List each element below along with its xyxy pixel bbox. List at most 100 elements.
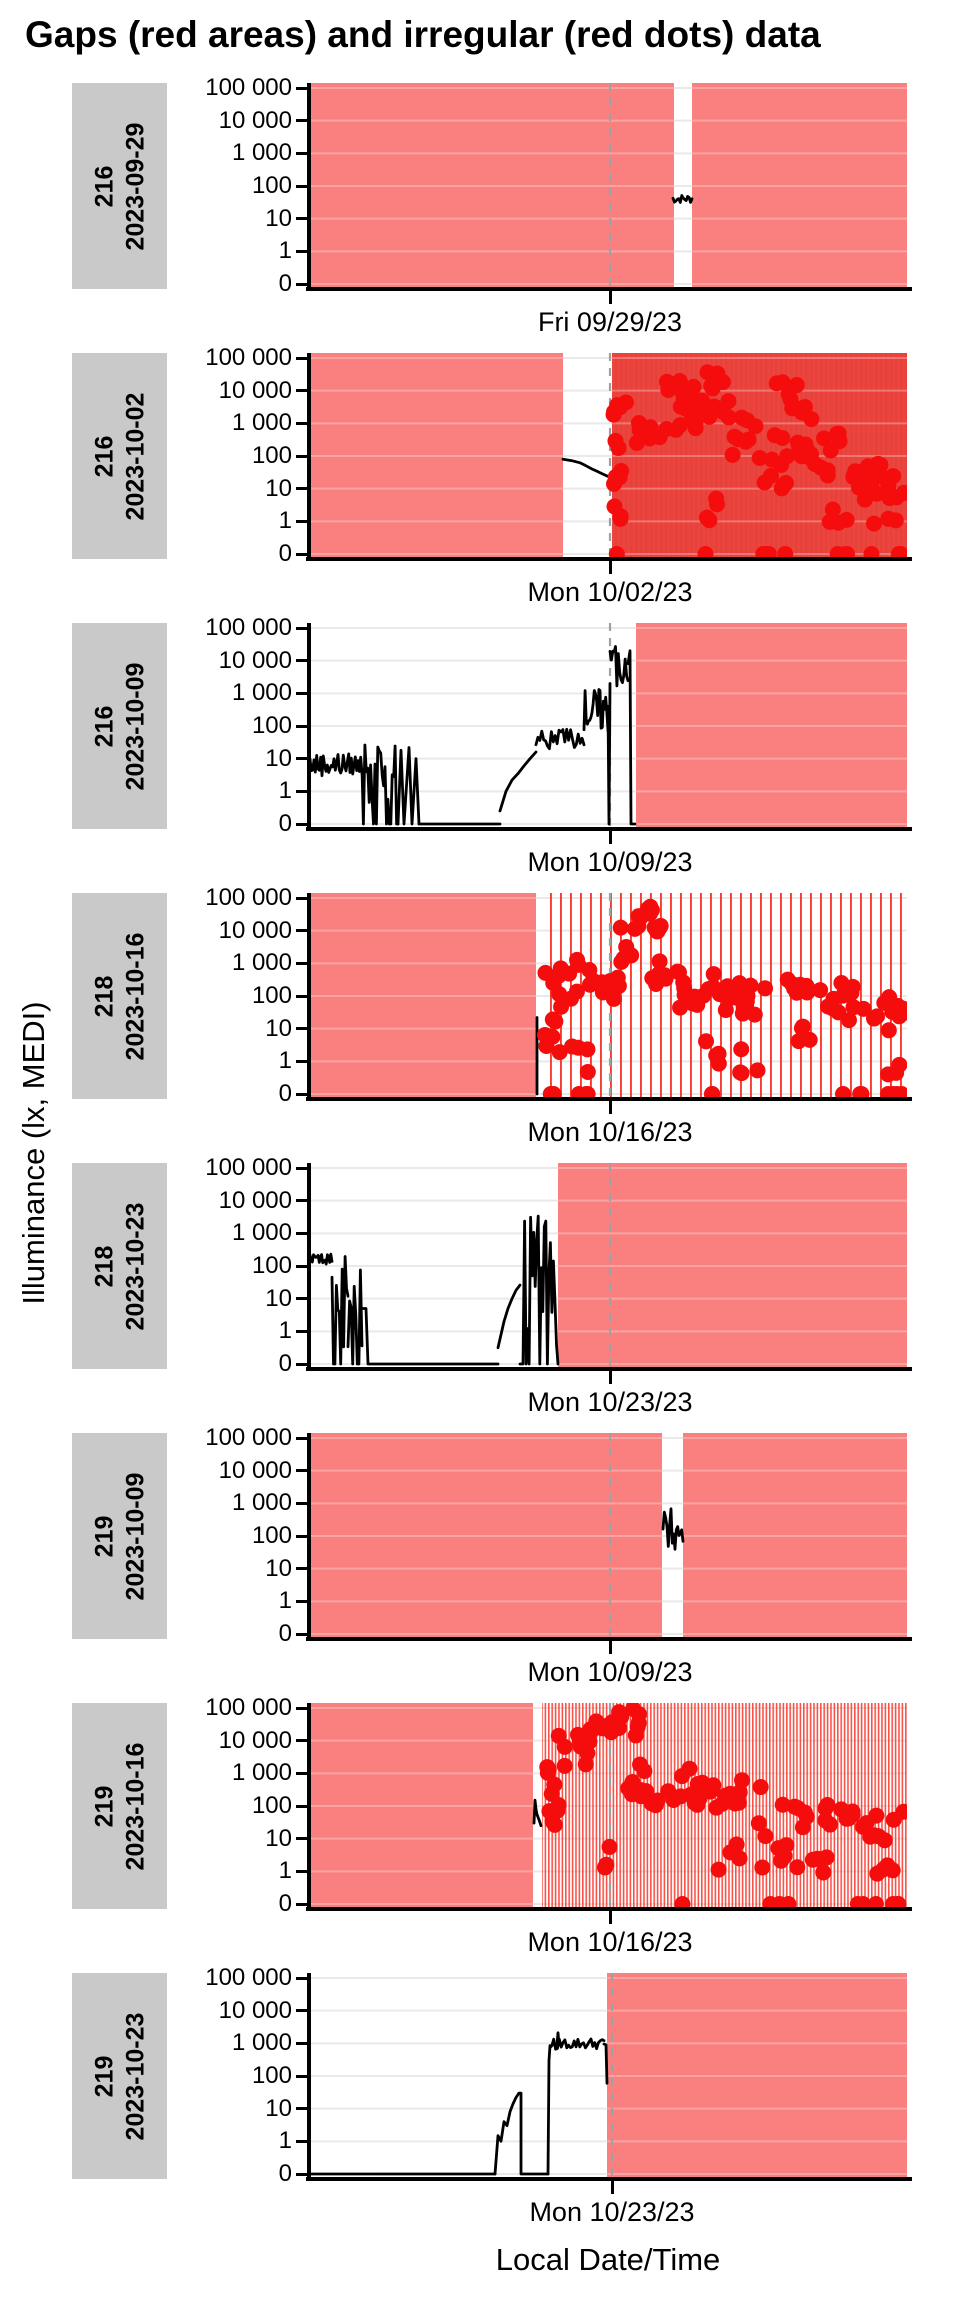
irregular-dot [797,398,814,415]
y-tick-label: 0 [278,1350,292,1377]
irregular-dot [694,392,711,409]
y-tick-label: 1 000 [231,409,292,437]
y-tick-mark [296,151,310,155]
y-tick-mark [296,1706,310,1710]
y-tick-label: 10 000 [218,106,292,134]
irregular-dot [547,1013,564,1030]
y-axis-line [307,623,311,831]
irregular-dot [844,1803,861,1820]
illuminance-line [360,1307,500,1366]
y-tick-label: 10 000 [218,1726,292,1754]
y-tick-label: 0 [278,270,292,297]
y-tick-label: 100 000 [205,1154,292,1181]
y-tick-label: 100 000 [205,344,292,371]
irregular-dot [798,977,815,994]
gap-area [310,1433,662,1639]
x-tick-mark [609,1641,612,1654]
facet-strip-label: 216 2023-10-02 [72,353,167,559]
y-tick-mark [296,1501,310,1505]
y-tick-mark [296,896,310,900]
facet-strip-label: 219 2023-10-16 [72,1703,167,1909]
y-tick-mark [296,1869,310,1873]
irregular-dot [885,1896,902,1909]
y-tick-mark [296,1059,310,1063]
x-axis-line [306,827,912,831]
irregular-dot [790,1800,807,1817]
irregular-dot [733,1041,750,1058]
y-tick-mark [296,1771,310,1775]
irregular-dot [579,1063,596,1080]
y-tick-label: 10 000 [218,916,292,944]
x-axis-tick-label: Fri 09/29/23 [537,307,683,337]
y-tick-mark [296,1534,310,1538]
irregular-dot [660,382,677,399]
irregular-dot [762,467,779,484]
irregular-dot [697,546,714,559]
facet-plot-area [310,353,907,559]
y-tick-label: 10 [265,474,292,502]
y-axis-line [307,1703,311,1911]
illuminance-line [498,750,538,813]
illuminance-line [493,2091,550,2176]
y-tick-label: 0 [278,1080,292,1107]
illuminance-line [534,727,586,751]
irregular-dot [742,977,759,994]
y-tick-mark [296,389,310,393]
irregular-dot [837,546,854,559]
irregular-dot [649,1792,666,1809]
gap-area [310,893,536,1099]
irregular-dot [754,1859,771,1876]
gap-area [558,1163,907,1369]
irregular-dot [884,1086,901,1099]
irregular-dot [579,1086,596,1099]
irregular-dot [671,373,688,390]
irregular-dot [689,996,706,1013]
irregular-dot [617,394,634,411]
irregular-dot [598,1856,615,1873]
y-tick-mark [296,487,310,491]
strip-participant-id: 219 [89,1785,118,1827]
y-tick-mark [296,1976,310,1980]
irregular-dot [777,475,794,492]
irregular-dot [804,1851,821,1868]
irregular-dot [608,546,625,559]
strip-participant-id: 216 [89,435,118,477]
facet-plot-area [310,83,907,289]
y-tick-label: 1 [278,1587,292,1615]
irregular-dot [880,510,897,527]
illuminance-line [602,2042,609,2085]
irregular-dot [703,366,720,383]
irregular-dot [570,1039,587,1056]
illuminance-line [496,1283,522,1350]
y-tick-mark [296,282,310,286]
gap-area [692,83,907,289]
irregular-dot [841,983,858,1000]
irregular-dot [830,425,847,442]
irregular-dot [830,1004,847,1021]
facet-strip-label: 218 2023-10-16 [72,893,167,1099]
irregular-dot [618,938,635,955]
facet-strip-label: 216 2023-09-29 [72,83,167,289]
y-tick-mark [296,356,310,360]
x-axis-line [306,2177,912,2181]
x-axis-tick-label: Mon 10/09/23 [527,1657,693,1687]
strip-week-date: 2023-10-09 [120,1472,149,1600]
irregular-dot [660,1783,677,1800]
x-axis-line [306,1907,912,1911]
y-tick-label: 1 000 [231,1219,292,1247]
facet-plot-area [310,623,907,829]
irregular-dot [880,1066,897,1083]
y-tick-label: 10 000 [218,1186,292,1214]
irregular-dot [703,1086,720,1099]
y-tick-mark [296,2074,310,2078]
irregular-dot [780,1896,797,1909]
figure-title: Gaps (red areas) and irregular (red dots… [25,14,821,55]
irregular-dot [561,965,578,982]
gap-area [310,353,563,559]
y-tick-mark [296,1567,310,1571]
y-tick-label: 10 000 [218,1456,292,1484]
y-tick-label: 1 000 [231,949,292,977]
y-tick-label: 100 [251,982,292,1009]
strip-week-date: 2023-10-09 [120,662,149,790]
irregular-dot [895,1803,907,1820]
